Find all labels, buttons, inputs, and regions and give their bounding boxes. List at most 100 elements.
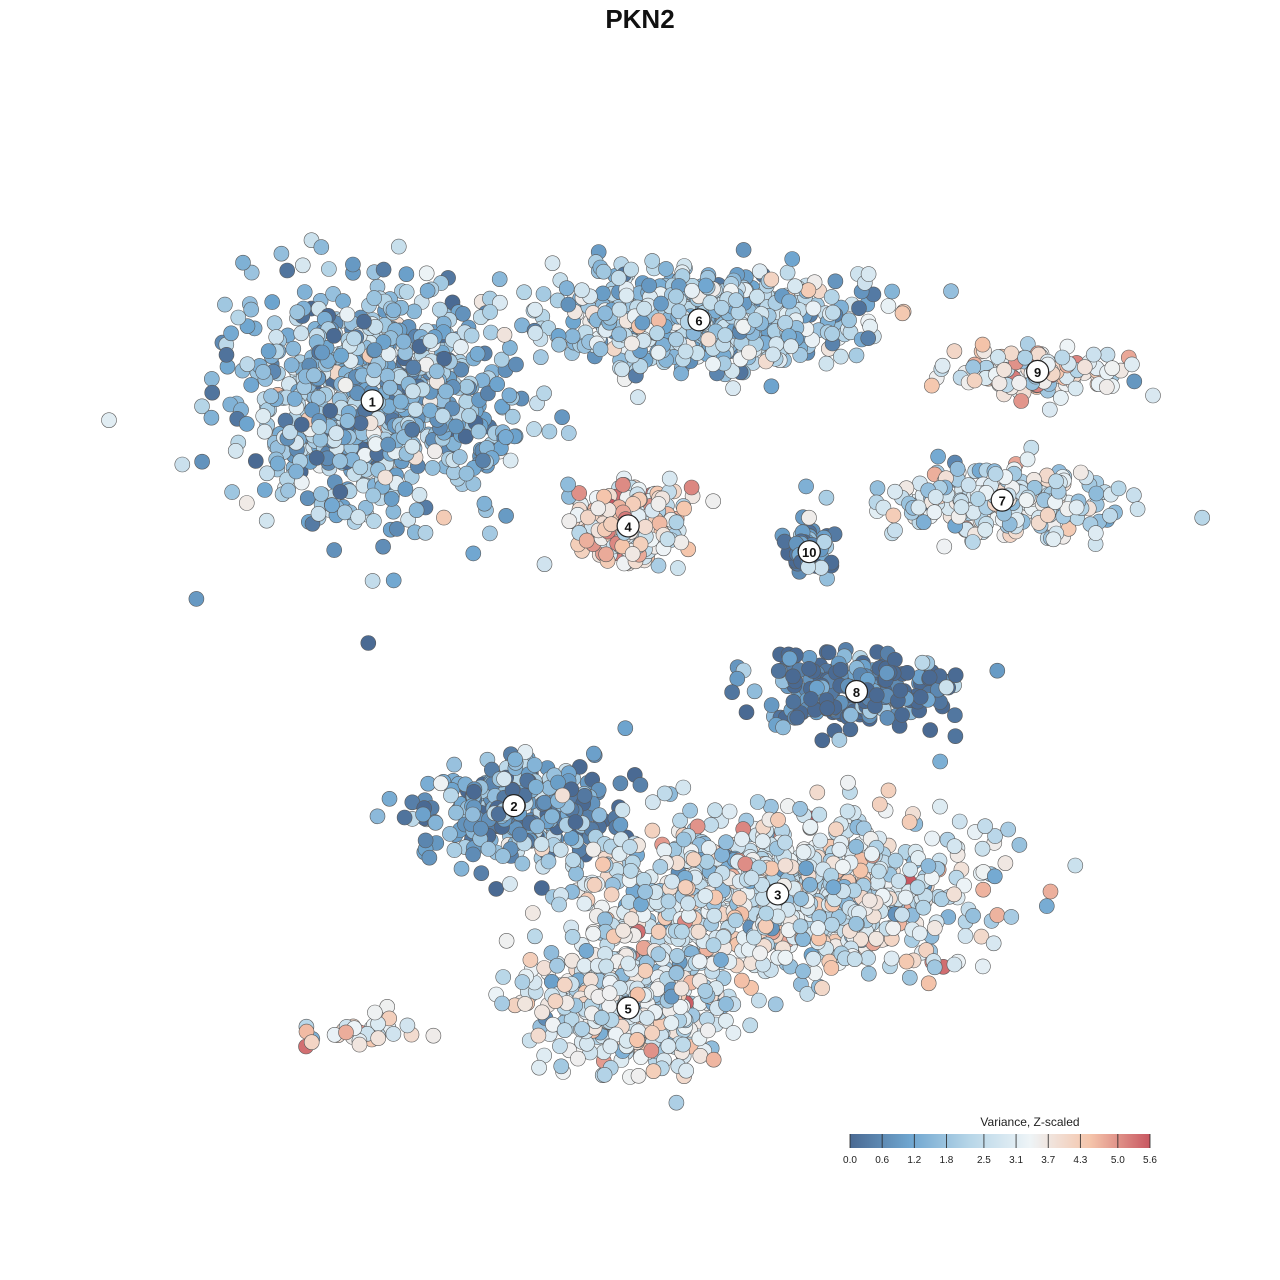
data-point xyxy=(1042,401,1058,418)
data-point xyxy=(785,668,801,685)
data-point xyxy=(352,415,369,432)
data-point xyxy=(264,294,281,310)
data-point xyxy=(256,482,273,498)
data-point xyxy=(689,818,706,835)
data-point xyxy=(385,1026,402,1042)
data-point xyxy=(997,855,1014,872)
data-point xyxy=(273,245,290,262)
data-point xyxy=(365,487,381,504)
data-point xyxy=(571,485,588,501)
data-point xyxy=(1039,898,1055,914)
data-point xyxy=(629,1032,645,1048)
data-point xyxy=(556,976,573,993)
data-point xyxy=(1104,360,1120,377)
data-point xyxy=(585,841,602,858)
data-point xyxy=(777,949,794,966)
data-point xyxy=(255,364,272,380)
data-point xyxy=(991,375,1008,392)
data-point xyxy=(749,288,765,305)
data-point xyxy=(204,371,220,387)
data-point xyxy=(411,486,428,503)
data-point xyxy=(1000,821,1017,838)
data-point xyxy=(675,1036,691,1053)
legend-tick-label: 2.5 xyxy=(977,1155,991,1166)
data-point xyxy=(611,301,628,318)
data-point xyxy=(427,814,444,831)
legend-tick-label: 1.8 xyxy=(939,1155,953,1166)
data-point xyxy=(767,996,784,1013)
cluster-label-7: 7 xyxy=(990,488,1014,512)
data-point xyxy=(977,521,994,538)
data-point xyxy=(426,443,443,460)
data-point xyxy=(818,489,835,506)
data-point xyxy=(738,704,755,721)
data-point xyxy=(832,661,849,678)
data-point xyxy=(1011,837,1028,853)
data-point xyxy=(522,952,539,968)
data-point xyxy=(650,557,667,574)
cluster-label-text: 3 xyxy=(774,887,781,902)
data-point xyxy=(890,873,907,889)
cluster-label-text: 5 xyxy=(625,1002,632,1017)
data-point xyxy=(741,344,757,361)
data-point xyxy=(475,452,491,469)
data-point xyxy=(921,669,938,686)
data-point xyxy=(825,304,841,321)
data-point xyxy=(526,421,542,437)
data-point xyxy=(614,802,631,818)
data-point xyxy=(677,879,694,896)
data-point xyxy=(303,1034,320,1050)
data-point xyxy=(314,344,330,361)
data-point xyxy=(725,1025,742,1041)
data-point xyxy=(660,1038,677,1054)
data-point xyxy=(798,478,814,495)
data-point xyxy=(932,798,948,815)
data-point xyxy=(814,980,830,996)
data-point xyxy=(533,880,550,896)
data-point xyxy=(1013,393,1030,409)
data-point xyxy=(964,534,981,550)
data-point xyxy=(779,264,796,281)
cluster-label-6: 6 xyxy=(687,308,711,332)
data-point xyxy=(777,857,794,874)
data-point xyxy=(311,419,328,435)
data-point xyxy=(535,286,552,302)
data-point xyxy=(943,283,959,300)
data-point xyxy=(923,377,940,394)
data-point xyxy=(256,423,273,440)
data-point xyxy=(464,806,481,823)
data-point xyxy=(563,830,580,846)
data-point xyxy=(574,282,590,299)
cluster-label-text: 6 xyxy=(695,313,702,328)
data-point xyxy=(428,363,445,380)
data-point xyxy=(282,424,298,441)
data-point xyxy=(887,522,903,539)
data-point xyxy=(561,513,578,530)
data-point xyxy=(691,953,708,970)
data-point xyxy=(668,1094,685,1111)
data-point xyxy=(623,261,639,278)
data-point xyxy=(549,957,565,974)
data-point xyxy=(868,687,885,703)
data-point xyxy=(598,546,614,563)
data-point xyxy=(540,853,557,870)
data-point xyxy=(299,490,316,507)
data-point xyxy=(565,852,581,869)
cluster-label-text: 7 xyxy=(999,494,1006,509)
data-point xyxy=(887,852,904,869)
data-point xyxy=(603,886,620,903)
data-point xyxy=(649,325,665,342)
data-point xyxy=(692,1048,709,1064)
data-point xyxy=(989,907,1006,923)
data-point xyxy=(422,333,439,349)
data-point xyxy=(673,534,689,551)
data-point xyxy=(188,591,205,607)
data-point xyxy=(204,384,220,401)
data-point xyxy=(496,771,512,787)
data-point xyxy=(737,856,754,872)
data-point xyxy=(839,803,856,820)
data-point xyxy=(777,834,793,851)
data-point xyxy=(404,421,421,438)
data-point xyxy=(920,858,937,874)
data-point xyxy=(498,507,514,524)
